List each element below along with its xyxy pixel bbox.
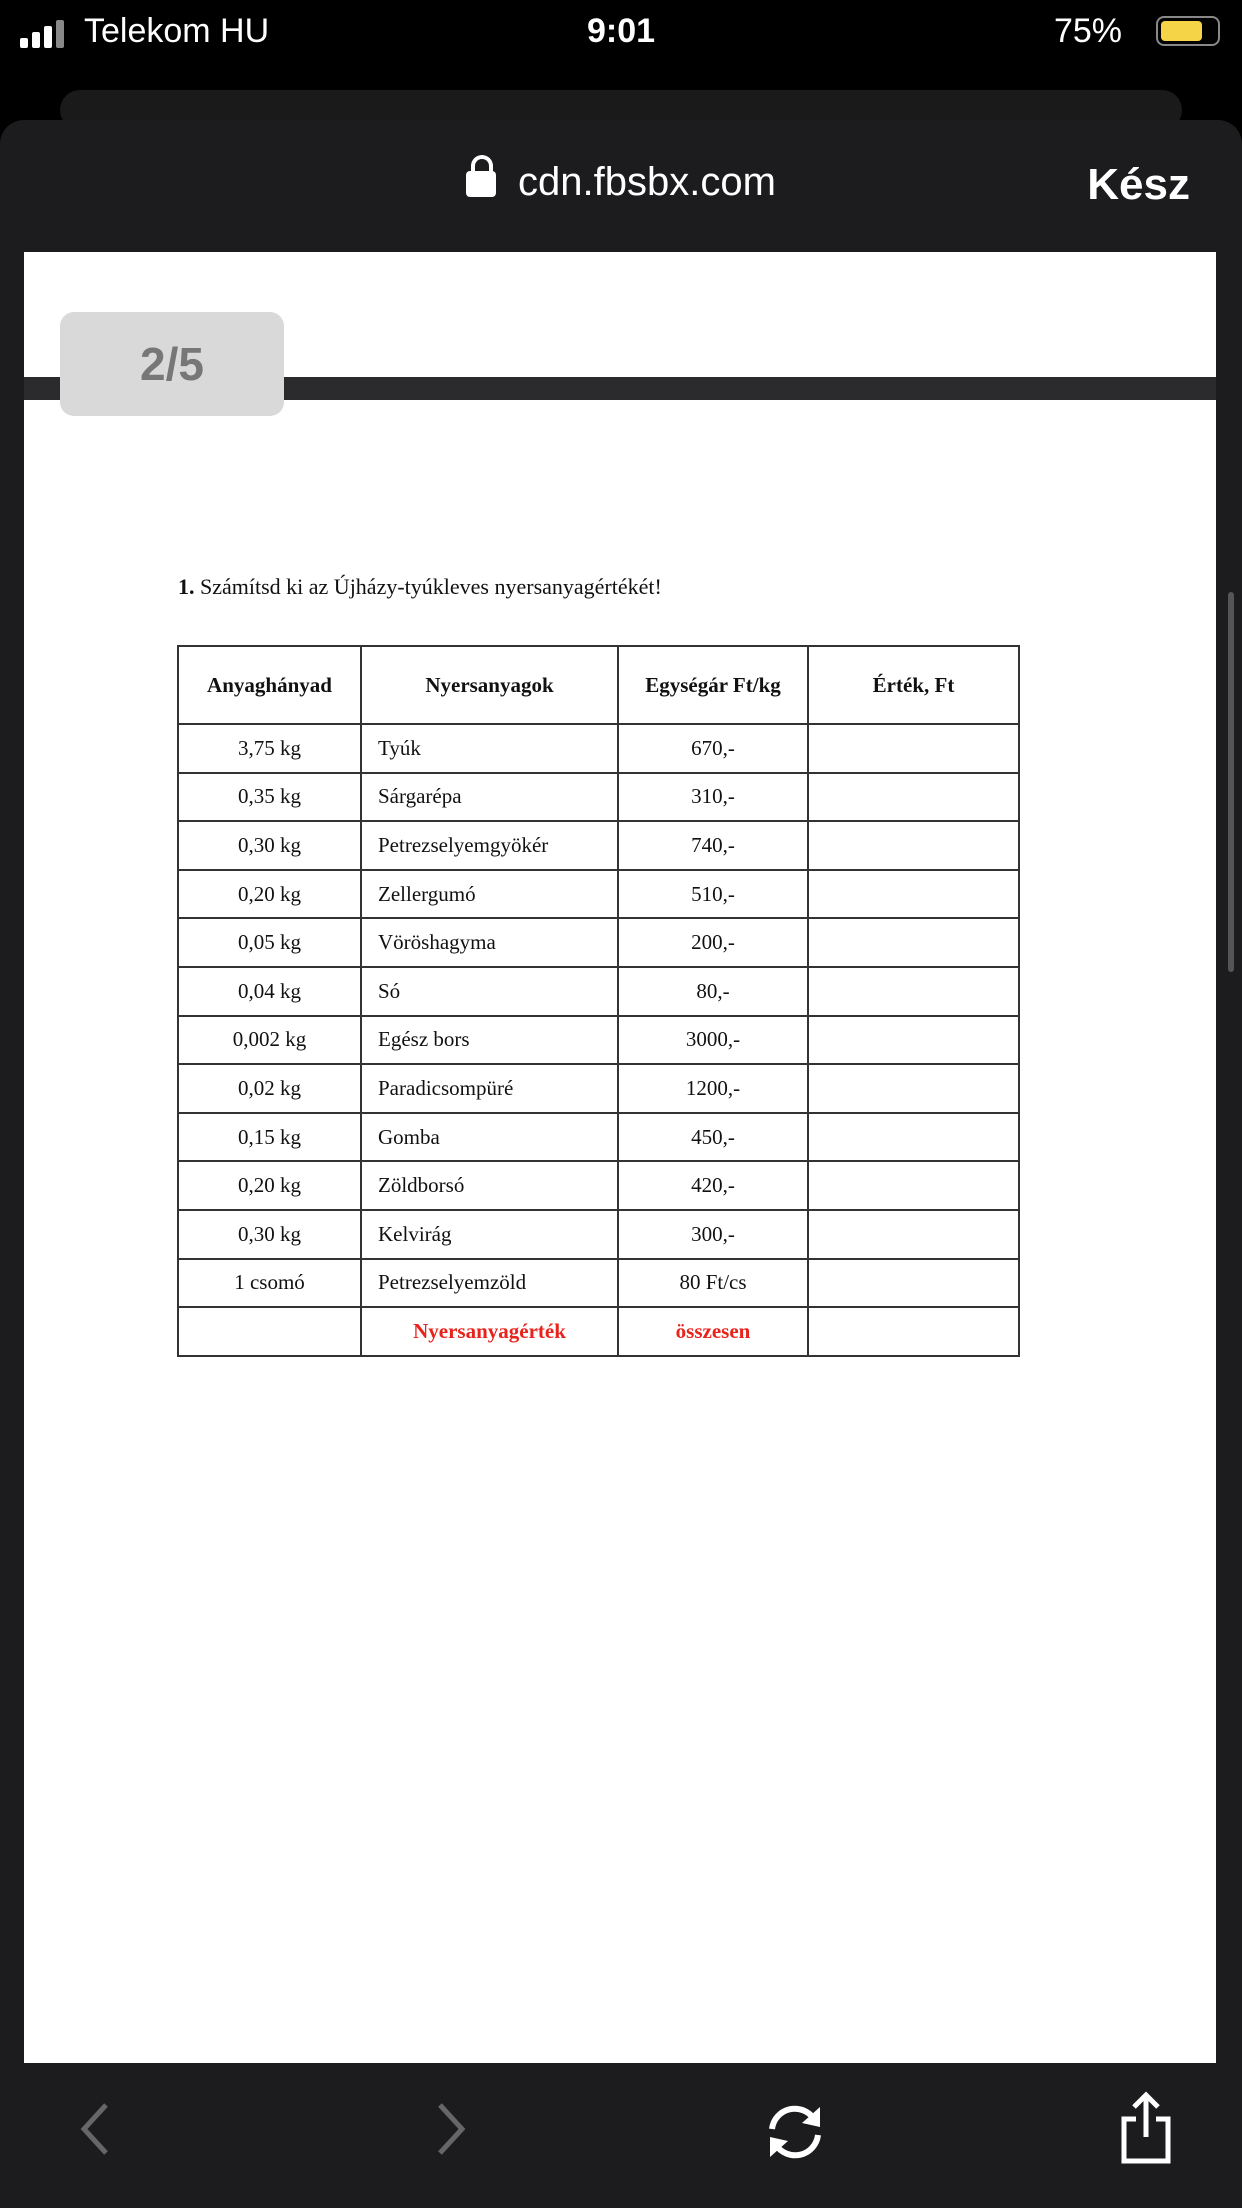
share-icon[interactable] — [1118, 2089, 1174, 2165]
page-separator — [24, 377, 1216, 400]
table-cell: Sárgarépa — [360, 771, 619, 823]
table-cell — [807, 1063, 1020, 1114]
scrollbar[interactable] — [1228, 592, 1234, 972]
table-row: 0,05 kg Vöröshagyma 200,- — [177, 917, 1020, 968]
table-cell: 80 Ft/cs — [617, 1257, 809, 1309]
column-header: Egységár Ft/kg — [617, 645, 809, 725]
table-cell: Vöröshagyma — [360, 917, 619, 968]
status-bar: Telekom HU 9:01 75% — [0, 0, 1242, 64]
table-cell: Só — [360, 965, 619, 1017]
total-cell: Nyersanyagérték — [360, 1306, 619, 1357]
clock: 9:01 — [586, 12, 656, 50]
table-cell — [807, 1014, 1020, 1066]
table-cell — [807, 1257, 1020, 1309]
task-text: Számítsd ki az Újházy-tyúkleves nyersany… — [194, 574, 662, 599]
table-cell: 0,35 kg — [177, 771, 362, 823]
table-cell: 3,75 kg — [177, 723, 362, 774]
column-header: Érték, Ft — [807, 645, 1020, 725]
table-cell: Petrezselyemgyökér — [360, 820, 619, 871]
table-cell — [807, 1160, 1020, 1211]
table-cell: 300,- — [617, 1208, 809, 1260]
table-cell: Kelvirág — [360, 1208, 619, 1260]
table-cell — [807, 723, 1020, 774]
table-row: 3,75 kg Tyúk 670,- — [177, 723, 1020, 774]
total-cell — [177, 1306, 362, 1357]
task-title: 1. Számítsd ki az Újházy-tyúkleves nyers… — [178, 574, 662, 600]
table-row: 0,02 kg Paradicsompüré 1200,- — [177, 1063, 1020, 1114]
total-cell: összesen — [617, 1306, 809, 1357]
table-cell: 3000,- — [617, 1014, 809, 1066]
table-row: 0,002 kg Egész bors 3000,- — [177, 1014, 1020, 1066]
table-cell: 1 csomó — [177, 1257, 362, 1309]
done-button[interactable]: Kész — [1087, 160, 1190, 209]
table-cell: 0,05 kg — [177, 917, 362, 968]
refresh-icon[interactable] — [762, 2099, 828, 2165]
total-row: Nyersanyagérték összesen — [177, 1306, 1020, 1357]
table-cell: 0,15 kg — [177, 1111, 362, 1163]
battery-percent: 75% — [1053, 12, 1122, 50]
column-header: Nyersanyagok — [360, 645, 619, 725]
task-number: 1. — [178, 574, 195, 599]
battery-icon — [1156, 16, 1220, 46]
table-cell: Zellergumó — [360, 868, 619, 920]
page-indicator: 2/5 — [60, 312, 284, 416]
total-cell — [807, 1306, 1020, 1357]
table-cell: 510,- — [617, 868, 809, 920]
carrier: Telekom HU — [84, 12, 270, 50]
table-cell: 0,30 kg — [177, 820, 362, 871]
table-row: 0,15 kg Gomba 450,- — [177, 1111, 1020, 1163]
table-cell — [807, 868, 1020, 920]
bottom-toolbar — [0, 2063, 1242, 2208]
table-cell — [807, 965, 1020, 1017]
table-cell: Tyúk — [360, 723, 619, 774]
table-cell: 740,- — [617, 820, 809, 871]
table-cell: Paradicsompüré — [360, 1063, 619, 1114]
table-cell — [807, 1208, 1020, 1260]
ingredients-table: Anyaghányad Nyersanyagok Egységár Ft/kg Ért… — [177, 645, 1020, 1357]
url-text: cdn.fbsbx.com — [518, 160, 776, 204]
table-cell: 1200,- — [617, 1063, 809, 1114]
table-cell: 0,30 kg — [177, 1208, 362, 1260]
signal-icon — [20, 20, 64, 48]
table-row: 0,20 kg Zöldborsó 420,- — [177, 1160, 1020, 1211]
column-header: Anyaghányad — [177, 645, 362, 725]
url-bar[interactable]: cdn.fbsbx.com — [0, 155, 1242, 205]
table-cell: 670,- — [617, 723, 809, 774]
table-cell — [807, 771, 1020, 823]
table-cell: Gomba — [360, 1111, 619, 1163]
table-row: 0,30 kg Petrezselyemgyökér 740,- — [177, 820, 1020, 871]
table-cell — [807, 917, 1020, 968]
table-cell: 0,20 kg — [177, 868, 362, 920]
table-cell: 0,02 kg — [177, 1063, 362, 1114]
table-cell: Egész bors — [360, 1014, 619, 1066]
table-row: 0,20 kg Zellergumó 510,- — [177, 868, 1020, 920]
lock-icon — [466, 155, 497, 197]
table-cell — [807, 820, 1020, 871]
chevron-left-icon[interactable] — [78, 2099, 114, 2159]
table-cell: Zöldborsó — [360, 1160, 619, 1211]
table-cell — [807, 1111, 1020, 1163]
table-cell: 0,20 kg — [177, 1160, 362, 1211]
table-row: 1 csomó Petrezselyemzöld 80 Ft/cs — [177, 1257, 1020, 1309]
table-row: 0,35 kg Sárgarépa 310,- — [177, 771, 1020, 823]
table-cell: 450,- — [617, 1111, 809, 1163]
table-cell: 0,04 kg — [177, 965, 362, 1017]
table-cell: 310,- — [617, 771, 809, 823]
chevron-right-icon[interactable] — [432, 2099, 468, 2159]
table-cell: 0,002 kg — [177, 1014, 362, 1066]
table-row: 0,04 kg Só 80,- — [177, 965, 1020, 1017]
table-cell: Petrezselyemzöld — [360, 1257, 619, 1309]
table-cell: 80,- — [617, 965, 809, 1017]
table-cell: 200,- — [617, 917, 809, 968]
table-cell: 420,- — [617, 1160, 809, 1211]
table-row: 0,30 kg Kelvirág 300,- — [177, 1208, 1020, 1260]
